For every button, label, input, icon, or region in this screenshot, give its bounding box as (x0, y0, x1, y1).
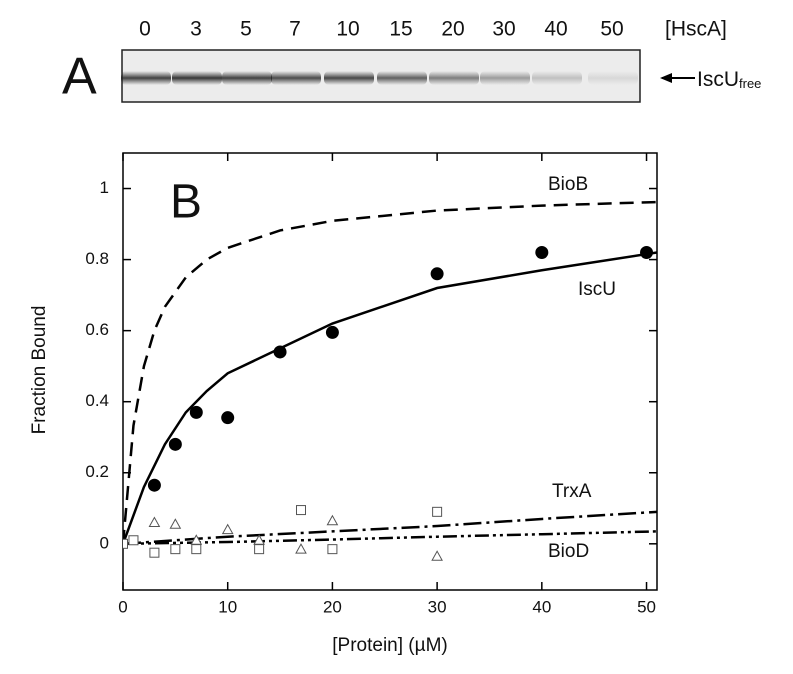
gel-bands (121, 71, 638, 85)
plot-frame (122, 152, 658, 591)
data-point (254, 544, 265, 555)
gel-band (172, 71, 222, 85)
fit-curve (123, 251, 657, 545)
y-axis-label: Fraction Bound (29, 306, 50, 435)
y-tick-label: 0 (100, 533, 109, 552)
curve-label: TrxA (552, 481, 592, 502)
data-point (169, 518, 182, 529)
data-point (170, 544, 181, 555)
data-point (273, 345, 287, 359)
panel-label: A (62, 48, 97, 106)
x-tick-label: 30 (428, 597, 447, 616)
lane-label: 3 (190, 18, 202, 41)
lane-label: 30 (492, 18, 515, 41)
lane-label: 20 (441, 18, 464, 41)
lane-label: 40 (544, 18, 567, 41)
fit-curve (123, 510, 657, 546)
y-tick-label: 0.8 (85, 249, 109, 268)
data-point (325, 325, 339, 339)
data-point (221, 523, 234, 535)
x-tick-label: 50 (637, 597, 656, 616)
lane-label: 15 (389, 18, 412, 41)
y-tick-label: 0.6 (85, 320, 109, 339)
gel-label-sub: free (739, 76, 761, 91)
x-tick-label: 10 (218, 597, 237, 616)
lane-label: 10 (336, 18, 359, 41)
data-point (327, 544, 338, 555)
data-point (640, 245, 654, 259)
data-point (149, 547, 160, 558)
data-point (168, 437, 182, 451)
gel-label-main: IscU (697, 68, 739, 91)
gel-band (121, 71, 171, 85)
data-point (189, 405, 203, 419)
data-point (431, 550, 443, 561)
gel-band (271, 71, 321, 85)
gel-band (429, 71, 479, 85)
x-tick-label: 40 (532, 597, 551, 616)
gel-band (532, 71, 582, 85)
data-point (123, 538, 128, 549)
data-point (432, 506, 443, 517)
gel-label: IscUfree (697, 68, 761, 92)
panel-label: B (170, 176, 202, 229)
lane-label: 5 (240, 18, 252, 41)
curve-label: BioD (548, 541, 589, 562)
fit-curve (123, 530, 657, 546)
data-point (147, 478, 161, 492)
data-point (253, 534, 265, 545)
gel-band (377, 71, 427, 85)
y-tick-label: 0.4 (85, 391, 109, 410)
lane-label: 0 (139, 18, 151, 41)
curve-label: BioB (548, 174, 588, 195)
y-tick-label: 0.2 (85, 462, 109, 481)
data-point (430, 267, 444, 281)
lane-label: 50 (600, 18, 623, 41)
x-tick-label: 20 (323, 597, 342, 616)
data-point (128, 535, 139, 546)
lane-label: 7 (289, 18, 301, 41)
gel-band (324, 71, 374, 85)
curve-label: IscU (578, 279, 616, 300)
lanes-title: [HscA] (665, 18, 727, 41)
x-axis-label: [Protein] (µM) (332, 635, 447, 656)
plot-area (123, 200, 657, 561)
panel-a: A [HscA] IscUfree (62, 18, 761, 106)
y-tick-label: 1 (100, 178, 109, 197)
gel-band (222, 71, 272, 85)
fit-curve (123, 200, 657, 544)
data-point (190, 534, 203, 545)
data-point (148, 516, 161, 527)
data-point (535, 245, 549, 259)
data-point (221, 411, 235, 425)
gel-band (480, 71, 530, 85)
data-point (326, 514, 339, 526)
x-tick-label: 0 (118, 597, 127, 616)
data-point (295, 543, 307, 554)
gel-band (588, 71, 638, 85)
arrow-head (660, 73, 672, 83)
data-point (296, 505, 306, 516)
data-point (191, 544, 202, 555)
